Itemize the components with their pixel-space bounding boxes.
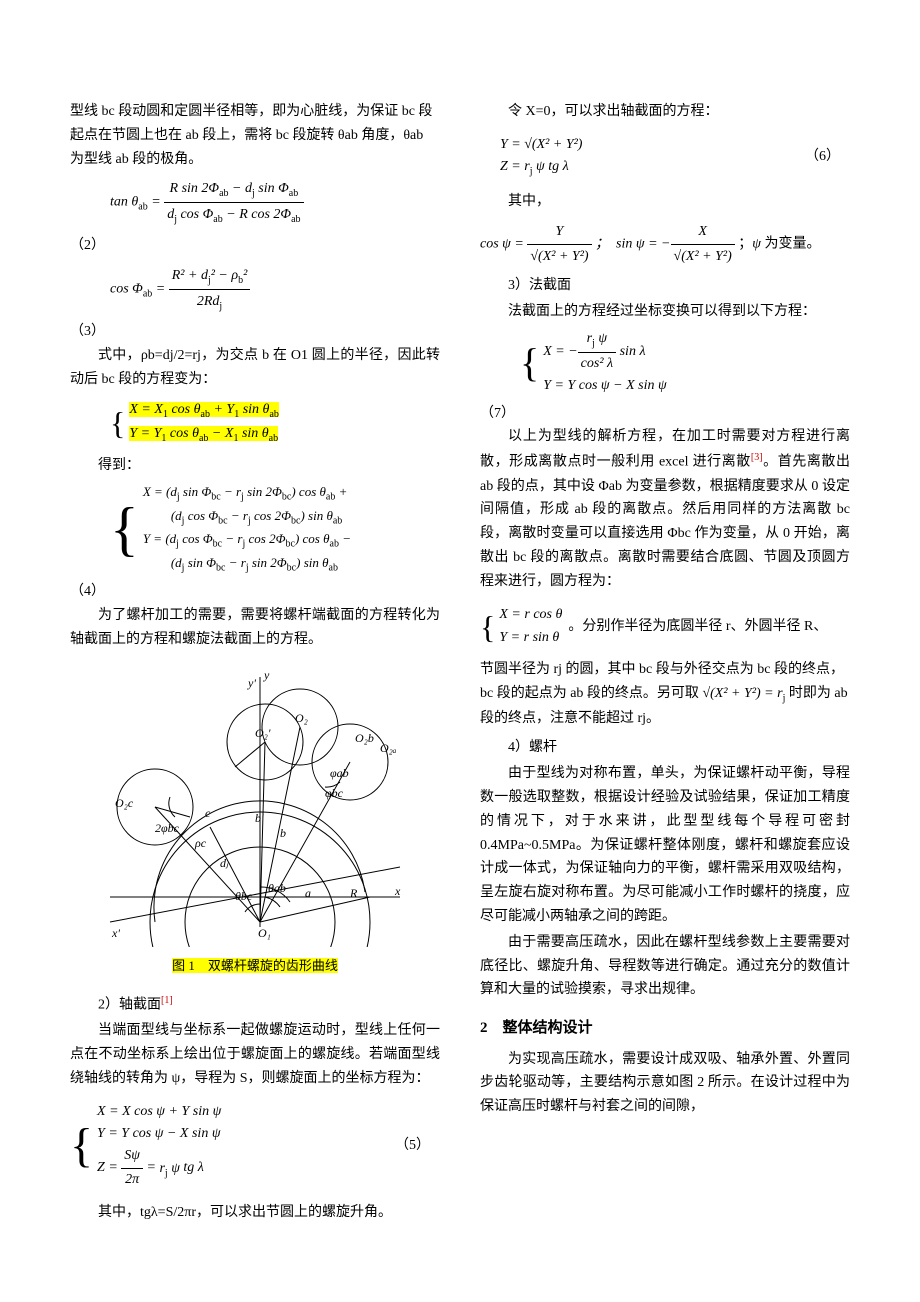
sub2-text: 2）轴截面 — [98, 997, 161, 1012]
fig-label-phibc: φbc — [325, 786, 344, 800]
r-para-5: 节圆半径为 rj 的圆，其中 bc 段与外径交点为 bc 段的终点，bc 段的起… — [480, 658, 850, 730]
eq8-tail: 。分别作半径为底圆半径 r、外圆半径 R、 — [568, 615, 827, 639]
eq3-lhs: cos Φ — [110, 281, 143, 296]
figure-1-svg: y y' x x' O₁ O₂ O₂' O₂ₐ O₂b O₂c R a b b'… — [100, 667, 410, 947]
figure-1-caption: 图 1 双螺杆螺旋的齿形曲线 — [70, 955, 440, 977]
fig-label-xp: x' — [111, 926, 120, 940]
r-para-4b: 。首先离散出 ab 段的点，其中设 Φab 为变量参数，根据精度要求从 0 设定… — [480, 455, 850, 589]
left-column: 型线 bc 段动圆和定圆半径相等，即为心脏线，为保证 bc 段起点在节圆上也在 … — [70, 100, 440, 1227]
fig-label-thetabc: θbc — [235, 889, 253, 903]
eq6-label: （6） — [805, 145, 840, 169]
r-para-4: 以上为型线的解析方程，在加工时需要对方程进行离散，形成离散点时一般利用 exce… — [480, 425, 850, 593]
r-para-8: 为实现高压疏水，需要设计成双吸、轴承外置、外置同步齿轮驱动等，主要结构示意如图 … — [480, 1048, 850, 1119]
eq2-label: （2） — [70, 234, 440, 258]
equation-cospsi: cos ψ = Y√(X² + Y²) ； sin ψ = −X√(X² + Y… — [480, 220, 850, 269]
fig-label-x: x — [394, 884, 401, 898]
para-6: 其中，tgλ=S/2πr，可以求出节圆上的螺旋升角。 — [70, 1201, 440, 1225]
section-2-title: 2 整体结构设计 — [480, 1016, 850, 1042]
right-column: 令 X=0，可以求出轴截面的方程： Y = √(X² + Y²) Z = rj … — [480, 100, 850, 1227]
eq3-sub: ab — [143, 288, 152, 299]
equation-6: Y = √(X² + Y²) Z = rj ψ tg λ （6） — [480, 130, 850, 184]
fig-label-phiab: φab — [330, 766, 349, 780]
subsection-4: 4）螺杆 — [480, 736, 850, 760]
hl-line-2: Y = Y1 cos θab − X1 sin θab — [129, 426, 278, 441]
r-para-1: 令 X=0，可以求出轴截面的方程： — [480, 100, 850, 124]
fig-label-dj: dⱼ — [220, 856, 229, 870]
ref-3: [3] — [751, 452, 763, 463]
fig-label-y: y — [263, 668, 270, 682]
fig-label-O2p: O₂' — [255, 726, 271, 740]
fig-label-rhoc: ρc — [194, 836, 207, 850]
fig-label-c: c — [205, 806, 211, 820]
fig-label-O2: O₂ — [295, 711, 308, 725]
para-2: 式中，ρb=dj/2=rj，为交点 b 在 O1 圆上的半径，因此转动后 bc … — [70, 344, 440, 392]
eq4-label: （4） — [70, 580, 440, 604]
eq3-label: （3） — [70, 320, 440, 344]
eq2-lhs: tan θ — [110, 195, 138, 210]
r-para-6: 由于型线为对称布置，单头，为保证螺杆动平衡，导程数一般选取整数，根据设计经验及试… — [480, 762, 850, 929]
eq5-label: （5） — [395, 1134, 430, 1158]
para-1: 型线 bc 段动圆和定圆半径相等，即为心脏线，为保证 bc 段起点在节圆上也在 … — [70, 100, 440, 171]
equation-5: { X = X cos ψ + Y sin ψ Y = Y cos ψ − X … — [70, 1097, 440, 1196]
fig-label-O2a: O₂ₐ — [380, 741, 397, 755]
eq7-label: （7） — [480, 402, 850, 426]
page-columns: 型线 bc 段动圆和定圆半径相等，即为心脏线，为保证 bc 段起点在节圆上也在 … — [70, 100, 850, 1227]
equation-hl: { X = X1 cos θab + Y1 sin θab Y = Y1 cos… — [110, 396, 440, 450]
equation-7: { X = −rj ψcos² λ sin λ Y = Y cos ψ − X … — [520, 328, 850, 398]
r-para-2: 其中， — [480, 190, 850, 214]
hl-line-1: X = X1 cos θab + Y1 sin θab — [129, 402, 279, 417]
fig-label-O1: O₁ — [258, 926, 271, 940]
figure-1: y y' x x' O₁ O₂ O₂' O₂ₐ O₂b O₂c R a b b'… — [70, 667, 440, 977]
subsection-3: 3）法截面 — [480, 274, 850, 298]
r-para-3: 法截面上的方程经过坐标变换可以得到以下方程： — [480, 300, 850, 324]
fig-label-a: a — [305, 886, 311, 900]
para-4: 为了螺杆加工的需要，需要将螺杆端截面的方程转化为轴截面上的方程和螺旋法截面上的方… — [70, 604, 440, 652]
subsection-2: 2）轴截面[1] — [70, 992, 440, 1017]
fig-label-bp: b' — [255, 811, 264, 825]
equation-3: cos Φab = R² + dj² − ρb²2Rdj — [70, 264, 440, 315]
fig-label-2phibc: 2φbc — [155, 821, 180, 835]
para-3: 得到： — [70, 454, 440, 478]
ref-1: [1] — [161, 995, 173, 1006]
fig-label-R: R — [349, 886, 358, 900]
r-para-7: 由于需要高压疏水，因此在螺杆型线参数上主要需要对底径比、螺旋升角、导程数等进行确… — [480, 931, 850, 1002]
fig-label-yp: y' — [247, 676, 256, 690]
fig-label-thetaab: θab — [268, 881, 286, 895]
para-5: 当端面型线与坐标系一起做螺旋运动时，型线上任何一点在不动坐标系上绘出位于螺旋面上… — [70, 1019, 440, 1090]
fig-label-b: b — [280, 826, 286, 840]
equation-8: { X = r cos θ Y = r sin θ 。分别作半径为底圆半径 r、… — [480, 596, 850, 658]
fig-label-O2b: O₂b — [355, 731, 374, 745]
equation-4: { X = (dj sin Φbc − rj sin 2Φbc) cos θab… — [110, 482, 440, 576]
equation-2: tan θab = R sin 2Φab − dj sin Φabdj cos … — [70, 177, 440, 228]
eq2-sub: ab — [138, 202, 147, 213]
fig-label-O2c: O₂c — [115, 796, 134, 810]
figure-1-caption-text: 图 1 双螺杆螺旋的齿形曲线 — [172, 958, 338, 973]
